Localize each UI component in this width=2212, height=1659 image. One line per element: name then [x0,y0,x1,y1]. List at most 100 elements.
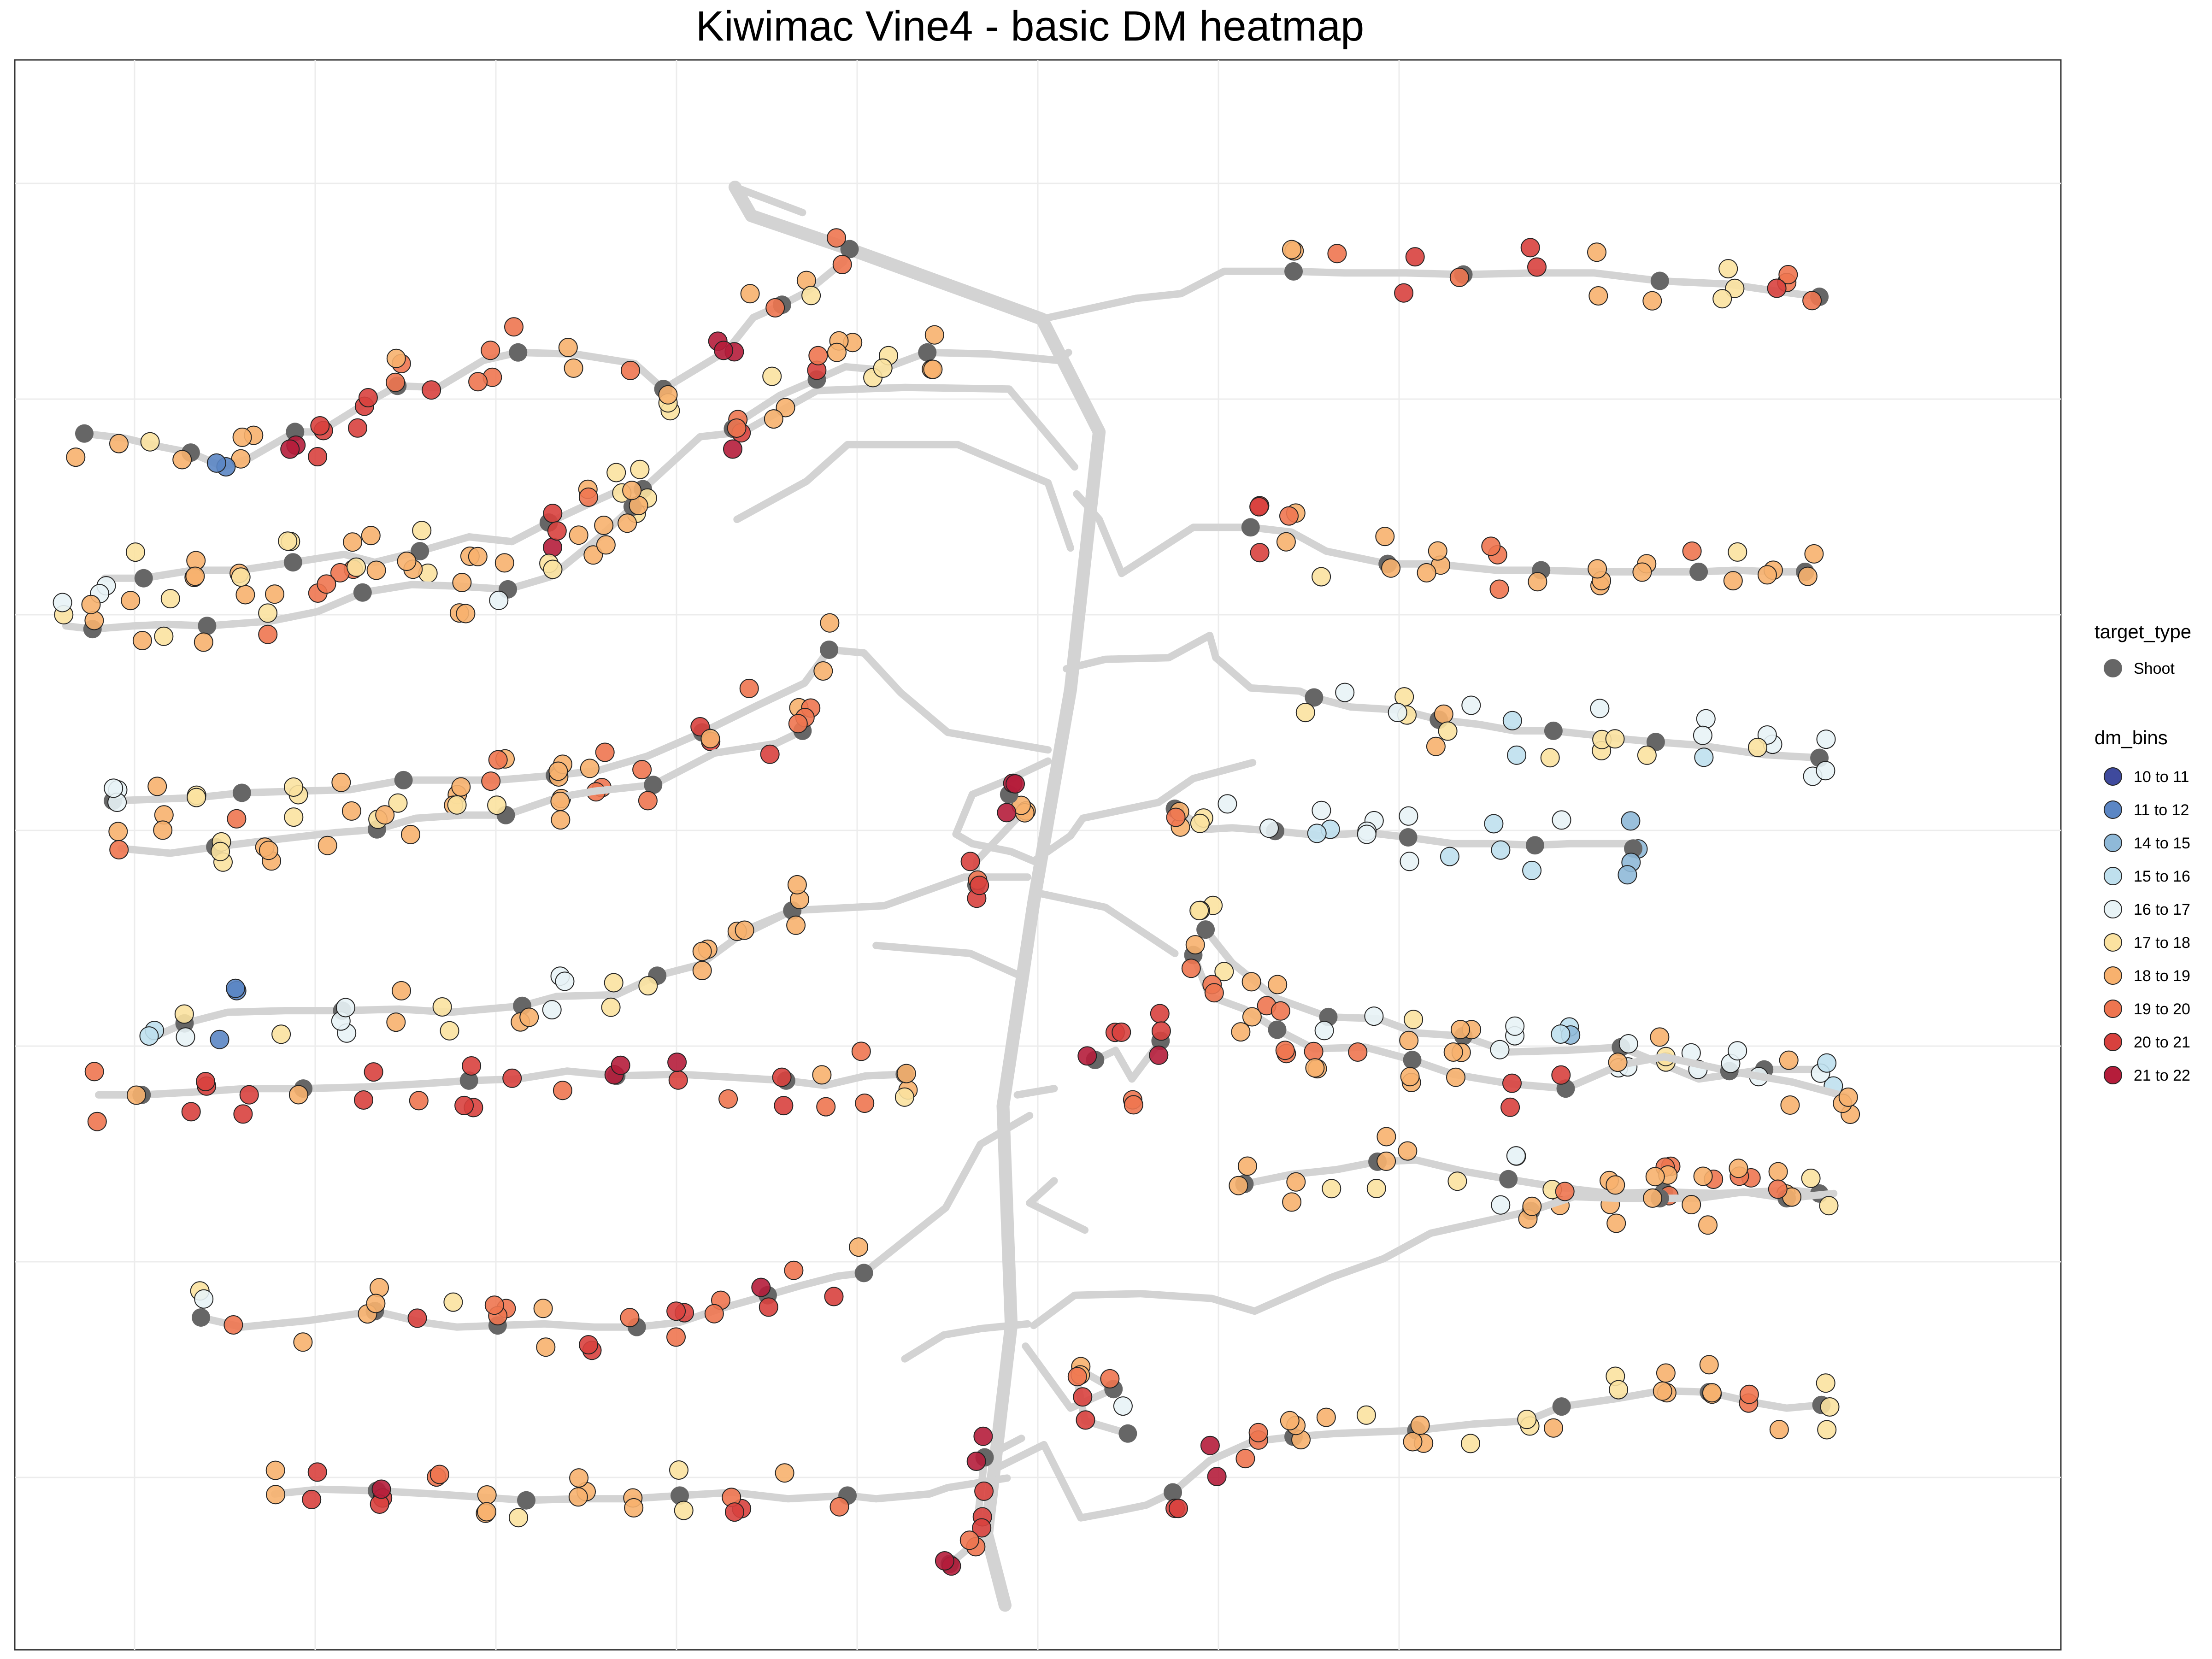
dm-point [1502,1073,1522,1093]
shoot-point [1525,836,1544,855]
dm-point [432,997,452,1017]
dm-point [558,338,578,357]
dm-point [1769,1420,1789,1440]
dm-point [1618,865,1637,885]
dm-point [624,1498,644,1518]
dm-point [1491,840,1511,860]
dm-point [966,1452,986,1471]
dm-point [84,1062,104,1082]
dm-point [735,920,754,940]
dm-point [1608,1053,1628,1072]
dm-point [849,1237,869,1257]
dm-point [154,626,174,646]
legend-dm-bin-key [2104,834,2122,852]
dm-point [1767,278,1787,298]
dm-point [1403,1432,1423,1452]
dm-point [1552,810,1571,830]
dm-point [1798,566,1818,586]
cane-path [1030,1207,1535,1330]
dm-point [318,835,337,855]
dm-point [341,801,361,821]
dm-point [1113,1396,1133,1416]
dm-point [335,998,355,1018]
dm-point [371,1479,391,1499]
dm-point [456,604,476,624]
dm-point [621,360,640,380]
shoot-point [1118,1424,1137,1443]
dm-point [1248,1423,1268,1442]
legend-dm-bin-label: 10 to 11 [2134,768,2189,786]
dm-point [109,840,129,859]
dm-point [827,228,846,248]
dm-point [126,1085,146,1105]
dm-point [1312,800,1331,820]
dm-point [740,284,760,304]
dm-point [550,791,570,811]
dm-point [873,358,893,378]
dm-point [284,777,303,797]
legend-dm-bin-key [2104,867,2122,885]
dm-point [1279,506,1299,526]
dm-point [923,359,943,379]
dm-point [1817,1420,1837,1440]
shoot-point [75,424,94,443]
dm-point [1780,1095,1800,1115]
dm-point [81,594,101,614]
dm-point [1838,1087,1858,1107]
dm-point [551,810,571,830]
dm-point [1490,1040,1510,1059]
dm-point [1151,1021,1171,1041]
dm-point [1820,1397,1840,1417]
shoot-point [1241,518,1260,537]
shoot-path [1169,1387,1825,1496]
dm-point [1779,1050,1799,1070]
dm-point [397,552,417,571]
legend-dm-bin-key [2104,933,2122,952]
dm-point [1314,1021,1334,1041]
dm-point [1388,703,1407,722]
shoot-point [918,343,937,362]
dm-point [153,820,173,840]
legend-dm-bin-label: 15 to 16 [2134,868,2190,885]
dm-point [481,341,500,360]
dm-point [388,793,408,813]
legend-dm-bin-label: 16 to 17 [2134,901,2190,918]
shoot-point [517,1491,535,1510]
dm-point [543,504,563,524]
cane-path [731,183,806,217]
dm-point [1748,737,1767,757]
dm-point [1819,1196,1839,1216]
dm-point [258,603,278,623]
dm-point [1280,1411,1300,1430]
dm-point [896,1064,916,1083]
dm-point [489,590,509,610]
dm-point [774,1096,794,1116]
dm-point [1682,1195,1701,1214]
dm-point [974,1481,994,1501]
dm-point [1282,240,1301,259]
dm-point [960,852,980,871]
dm-point [266,1485,286,1505]
dm-point [1645,1167,1665,1187]
dm-point [820,613,840,633]
dm-point [1712,289,1732,309]
dm-point [1400,1067,1420,1087]
dm-point [1250,543,1270,563]
dm-point [851,1041,871,1061]
dm-point [668,1070,688,1090]
legend-dm-bin-label: 11 to 12 [2134,801,2189,819]
dm-point [1235,1449,1255,1469]
dm-point [784,1260,804,1280]
cane-path [872,941,1027,981]
dm-point [194,632,213,652]
shoot-point [1552,1397,1571,1416]
dm-point [1656,1363,1676,1383]
dm-point [1428,541,1447,561]
dm-point [1241,972,1261,992]
dm-point [1150,1004,1170,1024]
dm-point [578,487,598,507]
dm-point [1757,565,1777,585]
dm-point [1242,1007,1262,1027]
dm-point [447,795,467,815]
dm-point [813,661,833,681]
